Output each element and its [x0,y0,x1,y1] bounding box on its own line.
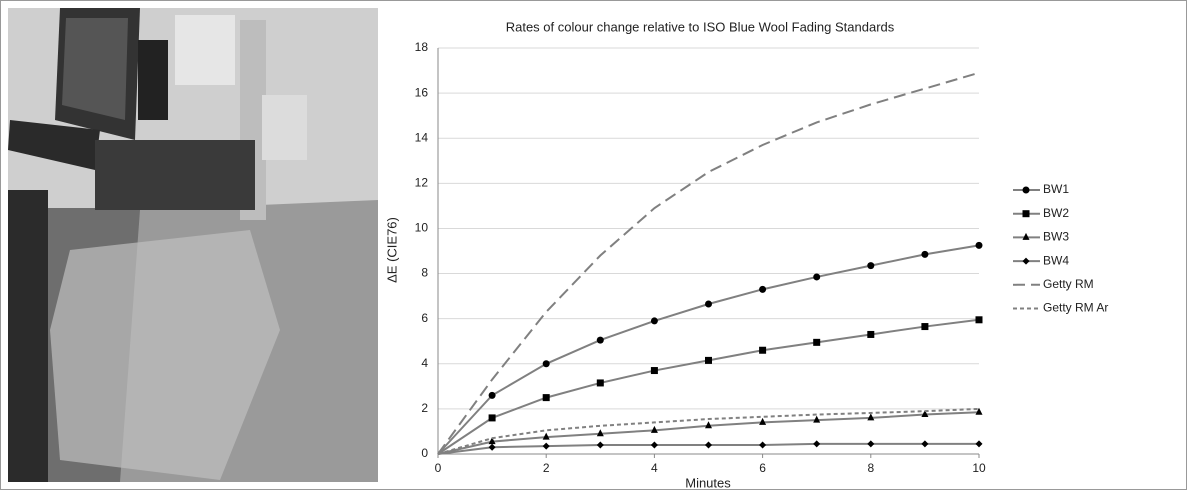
marker [867,330,875,338]
marker [650,317,658,325]
series-line [437,407,980,455]
x-tick-label: 0 [435,461,442,475]
marker [975,241,983,249]
marker [1022,210,1030,218]
marker [867,413,875,421]
marker [921,323,929,331]
marker [1022,257,1030,265]
marker [1022,186,1030,194]
x-tick-label: 2 [543,461,550,475]
y-tick-label: 4 [421,356,428,370]
marker [759,285,767,293]
marker [596,429,604,437]
marker [542,394,550,402]
marker [759,346,767,354]
marker [813,273,821,281]
marker [921,250,929,258]
legend-label: Getty RM [1043,277,1094,291]
legend-label: BW1 [1043,182,1069,196]
marker [542,432,550,440]
y-tick-label: 16 [415,85,429,99]
marker [759,417,767,425]
y-tick-label: 6 [421,311,428,325]
marker [705,356,712,364]
x-tick-label: 10 [972,461,986,475]
legend-label: BW4 [1043,253,1069,267]
marker [650,441,658,449]
y-tick-label: 10 [415,221,429,235]
marker [650,367,658,375]
marker [759,441,767,449]
marker [813,338,821,346]
series-line [437,71,980,455]
marker [921,410,929,418]
marker [975,316,983,324]
marker [813,440,821,448]
marker [596,336,604,344]
marker [975,407,983,415]
marker [813,415,821,423]
x-tick-label: 6 [759,461,766,475]
marker [705,441,712,449]
marker [488,391,496,399]
marker [596,441,604,449]
marker [705,421,712,429]
marker [650,425,658,433]
marker [488,414,496,422]
x-tick-label: 4 [651,461,658,475]
marker [488,443,496,451]
marker [867,262,875,270]
y-tick-label: 0 [421,446,428,460]
y-tick-label: 8 [421,266,428,280]
marker [705,300,712,308]
y-axis-label: ΔE (CIE76) [384,217,399,283]
marker [1022,232,1030,240]
y-tick-label: 14 [415,130,429,144]
x-tick-label: 8 [867,461,874,475]
marker [596,379,604,387]
marker [921,440,929,448]
marker [488,437,496,445]
chart-title: Rates of colour change relative to ISO B… [506,19,895,34]
marker [975,440,983,448]
marker [542,442,550,450]
y-tick-label: 18 [415,40,429,54]
marker [542,360,550,368]
x-axis-label: Minutes [685,475,731,490]
photo [8,8,378,482]
legend-label: BW3 [1043,230,1069,244]
marker [867,440,875,448]
y-tick-label: 2 [421,401,428,415]
legend-label: BW2 [1043,206,1069,220]
y-tick-label: 12 [415,176,429,190]
legend-label: Getty RM Ar [1043,301,1108,315]
